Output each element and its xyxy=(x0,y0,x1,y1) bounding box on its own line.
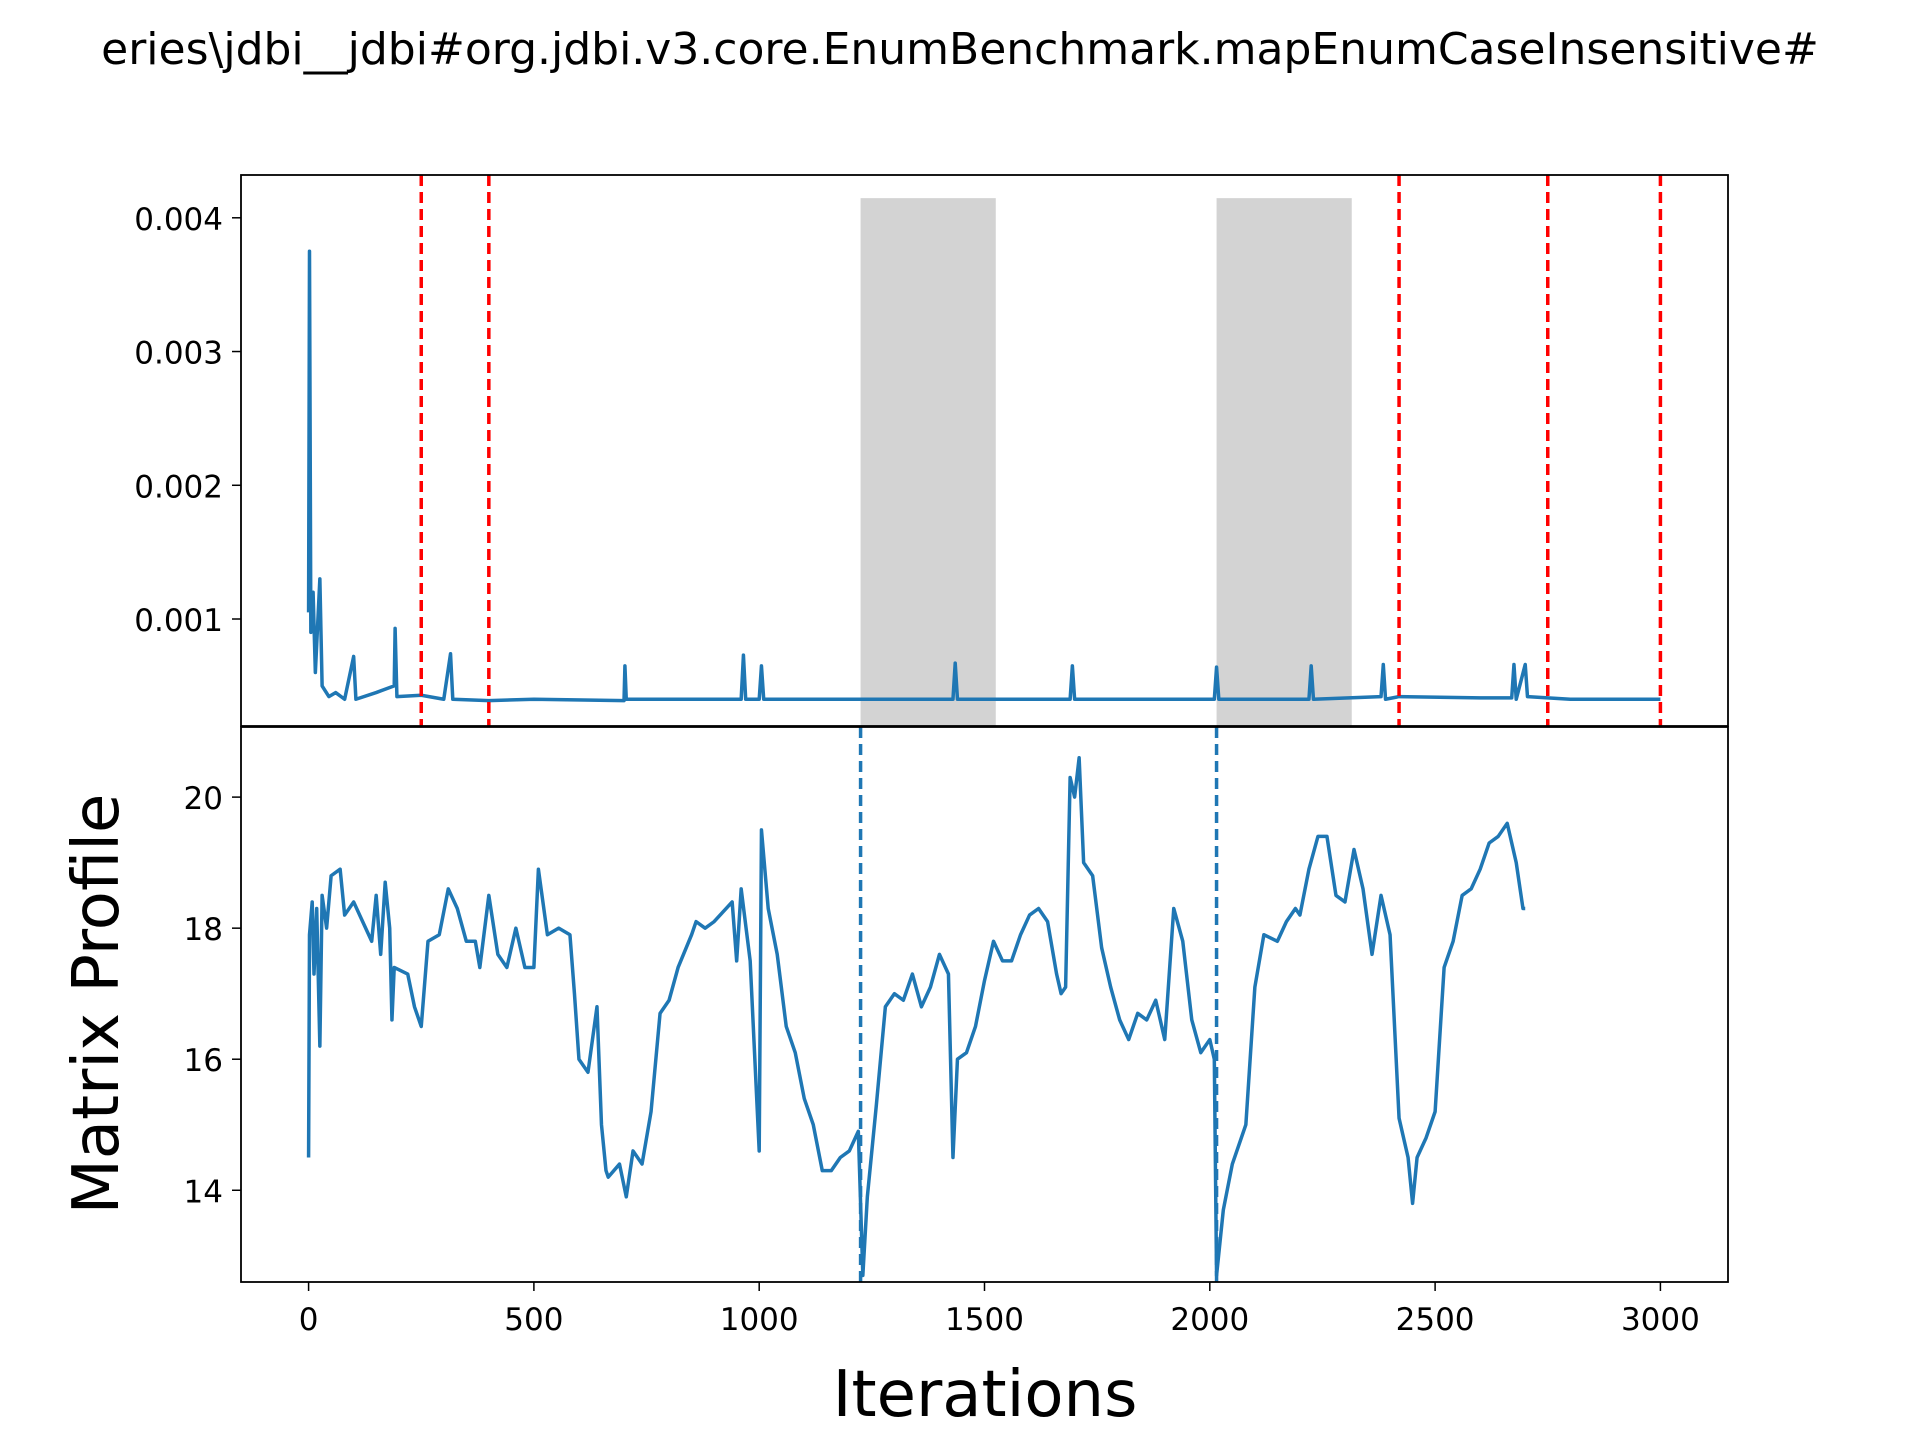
x-tick-label: 2000 xyxy=(1170,1302,1249,1338)
data-line xyxy=(306,249,1661,703)
y-tick-label: 0.004 xyxy=(134,202,223,238)
data-line xyxy=(306,756,1526,1278)
x-tick-label: 2500 xyxy=(1396,1302,1475,1338)
y-tick-label: 14 xyxy=(184,1174,223,1210)
y-axis-label: Matrix Profile xyxy=(60,794,134,1215)
x-tick-label: 1500 xyxy=(945,1302,1024,1338)
y-tick-label: 16 xyxy=(184,1043,223,1079)
y-tick-label: 0.002 xyxy=(134,469,223,505)
y-tick-label: 20 xyxy=(184,781,223,817)
x-tick-label: 500 xyxy=(504,1302,563,1338)
y-tick-label: 0.001 xyxy=(134,603,223,639)
shaded-span xyxy=(860,198,996,727)
plot-frame xyxy=(240,726,1729,1283)
y-tick-label: 18 xyxy=(184,912,223,948)
plot-frame xyxy=(240,174,1729,727)
y-tick-label: 0.003 xyxy=(134,336,223,372)
x-axis-label: Iterations xyxy=(833,1358,1138,1432)
x-tick-label: 0 xyxy=(299,1302,319,1338)
x-tick-label: 1000 xyxy=(720,1302,799,1338)
shaded-span xyxy=(1216,198,1352,727)
chart-title: eries\jdbi__jdbi#org.jdbi.v3.core.EnumBe… xyxy=(101,24,1819,75)
x-tick-label: 3000 xyxy=(1621,1302,1700,1338)
